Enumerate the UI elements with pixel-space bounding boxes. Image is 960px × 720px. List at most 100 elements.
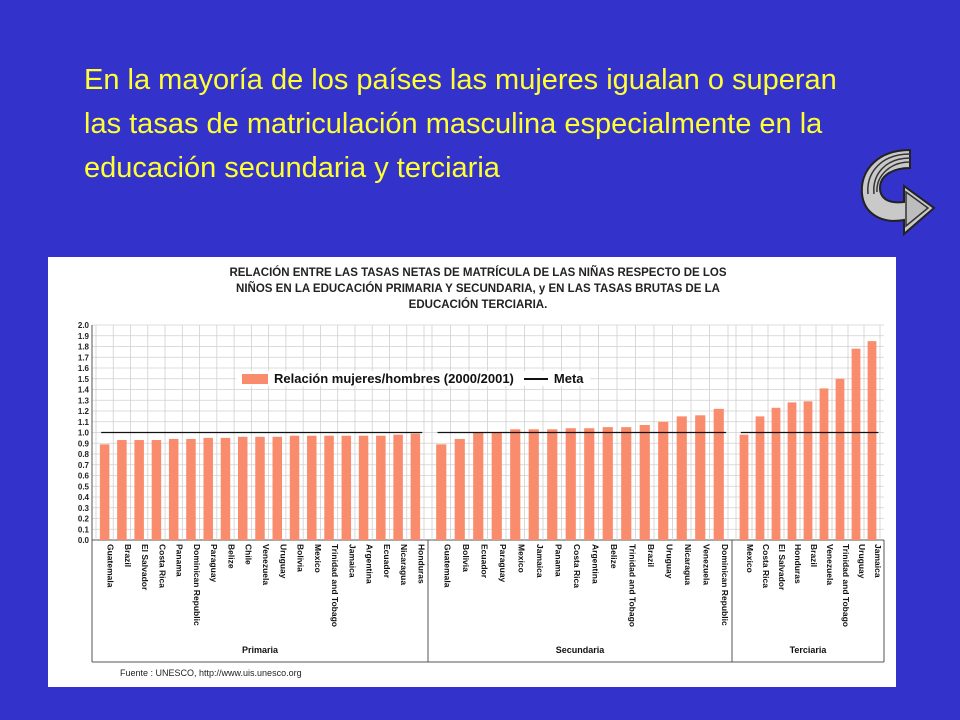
x-tick-label: Honduras [793, 544, 803, 584]
y-tick-label: 0.4 [78, 493, 90, 502]
x-tick-label: Chile [244, 544, 254, 565]
bar [491, 432, 502, 540]
x-tick-label: Jamaica [535, 544, 545, 578]
x-tick-label: Jamaica [873, 544, 883, 578]
x-tick-label: Paraguay [209, 544, 219, 583]
bar [755, 416, 765, 540]
x-tick-label: Panama [553, 544, 563, 577]
chart-title-line: EDUCACIÓN TERCIARIA. [408, 299, 548, 311]
bar [237, 436, 248, 540]
bar [713, 408, 724, 540]
y-tick-label: 0.5 [78, 482, 90, 491]
bar [436, 444, 447, 540]
y-tick-label: 1.1 [78, 418, 90, 427]
y-tick-label: 0.0 [78, 536, 90, 545]
x-tick-label: Guatemala [106, 544, 116, 588]
bar [186, 438, 196, 540]
x-tick-label: Trinidad and Tobago [627, 544, 637, 627]
x-tick-label: Guatemala [442, 544, 452, 588]
bar [454, 438, 465, 540]
bar [168, 438, 179, 540]
y-tick-label: 0.7 [78, 461, 90, 470]
curved-arrow-return-icon[interactable] [848, 144, 938, 236]
bar [867, 341, 877, 540]
y-tick-label: 1.7 [78, 353, 90, 362]
bar [134, 440, 144, 540]
bar [565, 428, 576, 540]
group-label: Secundaria [556, 645, 606, 655]
bar [621, 427, 632, 540]
x-tick-label: Costa Rica [761, 544, 771, 588]
x-tick-label: Uruguay [278, 544, 288, 579]
bar [528, 429, 539, 540]
y-tick-label: 1.5 [78, 375, 90, 384]
bar [393, 434, 403, 540]
y-tick-label: 2.0 [78, 321, 90, 330]
x-tick-label: Mexico [516, 544, 526, 573]
x-tick-label: Uruguay [857, 544, 867, 579]
x-tick-label: Belize [609, 544, 619, 569]
bar [341, 435, 352, 540]
x-tick-label: Nicaragua [683, 544, 693, 585]
x-tick-label: Brazil [123, 544, 133, 567]
x-tick-label: Bolivia [296, 544, 306, 572]
x-tick-label: Argentina [365, 544, 375, 584]
bar [307, 435, 317, 540]
bar [835, 378, 845, 540]
chart-title-line: RELACIÓN ENTRE LAS TASAS NETAS DE MATRÍC… [229, 267, 727, 279]
y-tick-label: 0.9 [78, 439, 90, 448]
bar [851, 348, 861, 540]
bar [358, 435, 369, 540]
chart-title-line: NIÑOS EN LA EDUCACIÓN PRIMARIA Y SECUNDA… [236, 283, 720, 295]
legend-line-swatch [523, 377, 548, 380]
bar [676, 416, 687, 540]
x-tick-label: Dominican Republic [192, 544, 202, 626]
x-tick-label: Brazil [809, 544, 819, 567]
x-tick-label: Jamaica [347, 544, 357, 578]
x-tick-label: Venezuela [825, 544, 835, 585]
y-tick-label: 0.6 [78, 472, 90, 481]
legend-bar-swatch [242, 373, 268, 384]
bar [151, 440, 162, 540]
bar [117, 440, 127, 540]
x-tick-label: Paraguay [498, 544, 508, 583]
x-tick-label: Costa Rica [157, 544, 167, 588]
x-tick-label: Costa Rica [572, 544, 582, 588]
bar [376, 435, 386, 540]
group-label: Primaria [242, 645, 279, 655]
x-tick-label: Honduras [416, 544, 426, 584]
bar [203, 437, 213, 540]
bar [658, 421, 669, 540]
y-tick-label: 1.8 [78, 343, 90, 352]
bar [324, 435, 334, 540]
y-tick-label: 0.3 [78, 504, 90, 513]
bar-chart: 0.0 0.10.2 0.3 0.4 0.50.6 0.7 0.8 0.91.0 1.1 1.2 1… [78, 321, 885, 663]
bar [787, 402, 797, 540]
x-tick-label: Venezuela [701, 544, 711, 585]
y-tick-label: 1.2 [78, 407, 90, 416]
x-tick-label: Bolivia [461, 544, 471, 572]
chart-source: Fuente : UNESCO, http://www.uis.unesco.o… [120, 668, 302, 678]
bar [99, 444, 110, 540]
x-tick-label: Belize [226, 544, 236, 569]
bar [473, 432, 484, 540]
x-tick-label: Mexico [745, 544, 755, 573]
y-tick-label: 1.4 [78, 386, 90, 395]
bar [255, 436, 265, 540]
y-tick-label: 1.0 [78, 429, 90, 438]
bar [289, 435, 300, 540]
bar [602, 427, 613, 540]
bar [739, 434, 749, 540]
y-tick-label: 1.6 [78, 364, 90, 373]
bar [272, 436, 283, 540]
x-tick-label: El Salvador [777, 544, 787, 591]
slide-title: En la mayoría de los países las mujeres … [84, 64, 837, 184]
chart-panel: 0.0 0.1 0.2 0.3 0.4 0.5 0.6 0.7 0.8 0.9 1.0 1.1 1.2 1… [48, 257, 896, 687]
legend-bar-label: Relación mujeres/hombres (2000/2001) [274, 371, 514, 386]
y-tick-label: 0.1 [78, 525, 90, 534]
bar [547, 429, 558, 540]
x-tick-label: Ecuador [382, 544, 392, 579]
bar [803, 401, 813, 540]
x-tick-label: Nicaragua [399, 544, 409, 585]
y-tick-label: 0.2 [78, 515, 90, 524]
